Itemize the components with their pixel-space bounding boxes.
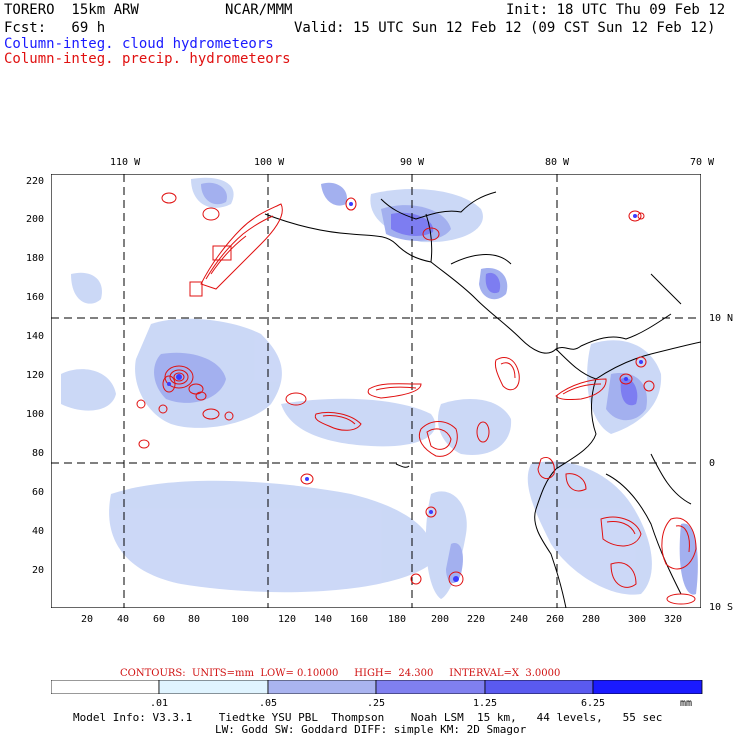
org-label: NCAR/MMM: [225, 2, 293, 18]
y-tick: 120: [26, 370, 45, 381]
colorbar-label: 6.25: [580, 698, 606, 709]
forecast-hour: Fcst: 69 h: [4, 20, 106, 36]
field-precip-label: Column-integ. precip. hydrometeors: [4, 51, 291, 67]
x-tick: 100: [231, 614, 250, 625]
lon-label-110w: 110 W: [110, 157, 141, 168]
x-tick: 140: [314, 614, 333, 625]
y-tick: 20: [32, 565, 45, 576]
model-info-line1: Model Info: V3.3.1 Tiedtke YSU PBL Thomp…: [73, 711, 663, 724]
colorbar-bin: [51, 680, 160, 694]
colorbar-label: 1.25: [472, 698, 498, 709]
y-tick: 180: [26, 253, 45, 264]
x-tick: 20: [81, 614, 94, 625]
lon-label-80w: 80 W: [545, 157, 570, 168]
y-tick: 200: [26, 214, 45, 225]
lat-lon-grid: [51, 174, 701, 608]
model-info-line2: LW: Godd SW: Goddard DIFF: simple KM: 2D…: [215, 723, 527, 736]
x-tick: 180: [388, 614, 407, 625]
x-tick: 300: [628, 614, 647, 625]
precip-cores: [167, 202, 643, 582]
x-tick: 320: [664, 614, 683, 625]
colorbar-bin: [158, 680, 269, 694]
x-tick: 280: [582, 614, 601, 625]
x-tick: 40: [117, 614, 130, 625]
colorbar-bin: [484, 680, 594, 694]
x-tick: 240: [510, 614, 529, 625]
colorbar-label: .05: [258, 698, 278, 709]
lat-label-10n: 10 N: [709, 313, 734, 324]
lon-label-90w: 90 W: [400, 157, 425, 168]
colorbar-label: .01: [149, 698, 169, 709]
lat-label-10s: 10 S: [709, 602, 734, 613]
y-tick: 160: [26, 292, 45, 303]
colorbar: [51, 680, 703, 694]
y-tick: 220: [26, 176, 45, 187]
model-title: TORERO 15km ARW: [4, 2, 139, 18]
valid-time: Valid: 15 UTC Sun 12 Feb 12 (09 CST Sun …: [294, 20, 716, 36]
colorbar-unit: mm: [679, 698, 693, 709]
colorbar-bin: [267, 680, 377, 694]
init-time: Init: 18 UTC Thu 09 Feb 12: [506, 2, 726, 18]
y-tick: 100: [26, 409, 45, 420]
colorbar-bin: [592, 680, 703, 694]
lat-label-0: 0: [709, 458, 716, 469]
y-tick: 140: [26, 331, 45, 342]
field-cloud-label: Column-integ. cloud hydrometeors: [4, 36, 274, 52]
lon-label-70w: 70 W: [690, 157, 715, 168]
lon-label-100w: 100 W: [254, 157, 285, 168]
y-tick: 80: [32, 448, 45, 459]
x-tick: 200: [431, 614, 450, 625]
precip-contours: [136, 192, 697, 605]
x-tick: 220: [467, 614, 486, 625]
colorbar-bin: [375, 680, 486, 694]
x-tick: 120: [278, 614, 297, 625]
x-tick: 160: [350, 614, 369, 625]
y-tick: 60: [32, 487, 45, 498]
x-tick: 80: [188, 614, 201, 625]
x-tick: 260: [546, 614, 565, 625]
y-tick: 40: [32, 526, 45, 537]
coastlines: [264, 191, 701, 608]
contour-info: CONTOURS: UNITS=mm LOW= 0.10000 HIGH= 24…: [120, 668, 561, 679]
map-panel: [51, 174, 701, 608]
x-tick: 60: [153, 614, 166, 625]
colorbar-label: .25: [366, 698, 386, 709]
